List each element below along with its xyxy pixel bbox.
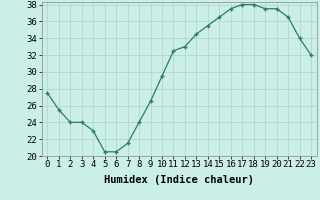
X-axis label: Humidex (Indice chaleur): Humidex (Indice chaleur) <box>104 175 254 185</box>
